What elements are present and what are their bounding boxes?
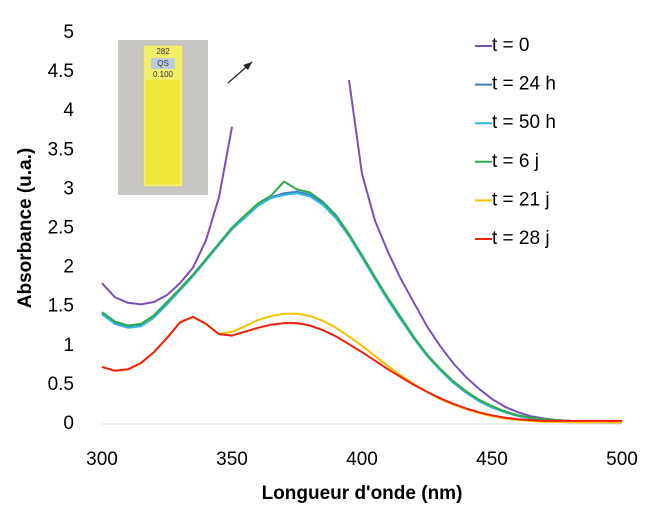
y-tick-label: 1 (63, 335, 74, 356)
y-tick-label: 3.5 (48, 139, 74, 160)
y-tick-label: 4.5 (48, 61, 74, 82)
y-tick-label: 3 (63, 178, 74, 199)
legend-label: t = 50 h (492, 112, 556, 133)
legend-label: t = 28 j (492, 228, 550, 249)
legend-label: t = 21 j (492, 189, 550, 210)
y-axis-title: Absorbance (u.a.) (15, 148, 36, 308)
x-tick-label: 300 (86, 449, 118, 470)
series-line (101, 315, 622, 422)
y-tick-label: 5 (63, 22, 74, 43)
legend-label: t = 0 (492, 35, 530, 56)
legend-label: t = 24 h (492, 74, 556, 95)
series-line (101, 180, 622, 424)
y-tick-label: 2.5 (48, 218, 74, 239)
x-tick-label: 450 (476, 449, 508, 470)
y-tick-label: 2 (63, 257, 74, 278)
series-line (101, 312, 622, 424)
legend-label: t = 6 j (492, 151, 539, 172)
x-axis-title: Longueur d'onde (nm) (262, 483, 463, 504)
y-tick-label: 1.5 (48, 296, 74, 317)
inset-photo (118, 40, 253, 195)
y-tick-label: 4 (63, 100, 74, 121)
y-tick-label: 0 (63, 413, 74, 434)
series-line (101, 190, 622, 424)
inset-label: 282 (156, 47, 170, 56)
x-tick-label: 500 (606, 449, 638, 470)
x-tick-label: 350 (216, 449, 248, 470)
inset-label: 0.100 (153, 70, 174, 79)
x-tick-label: 400 (346, 449, 378, 470)
inset-label: QS (157, 59, 169, 68)
y-tick-label: 0.5 (48, 374, 74, 395)
